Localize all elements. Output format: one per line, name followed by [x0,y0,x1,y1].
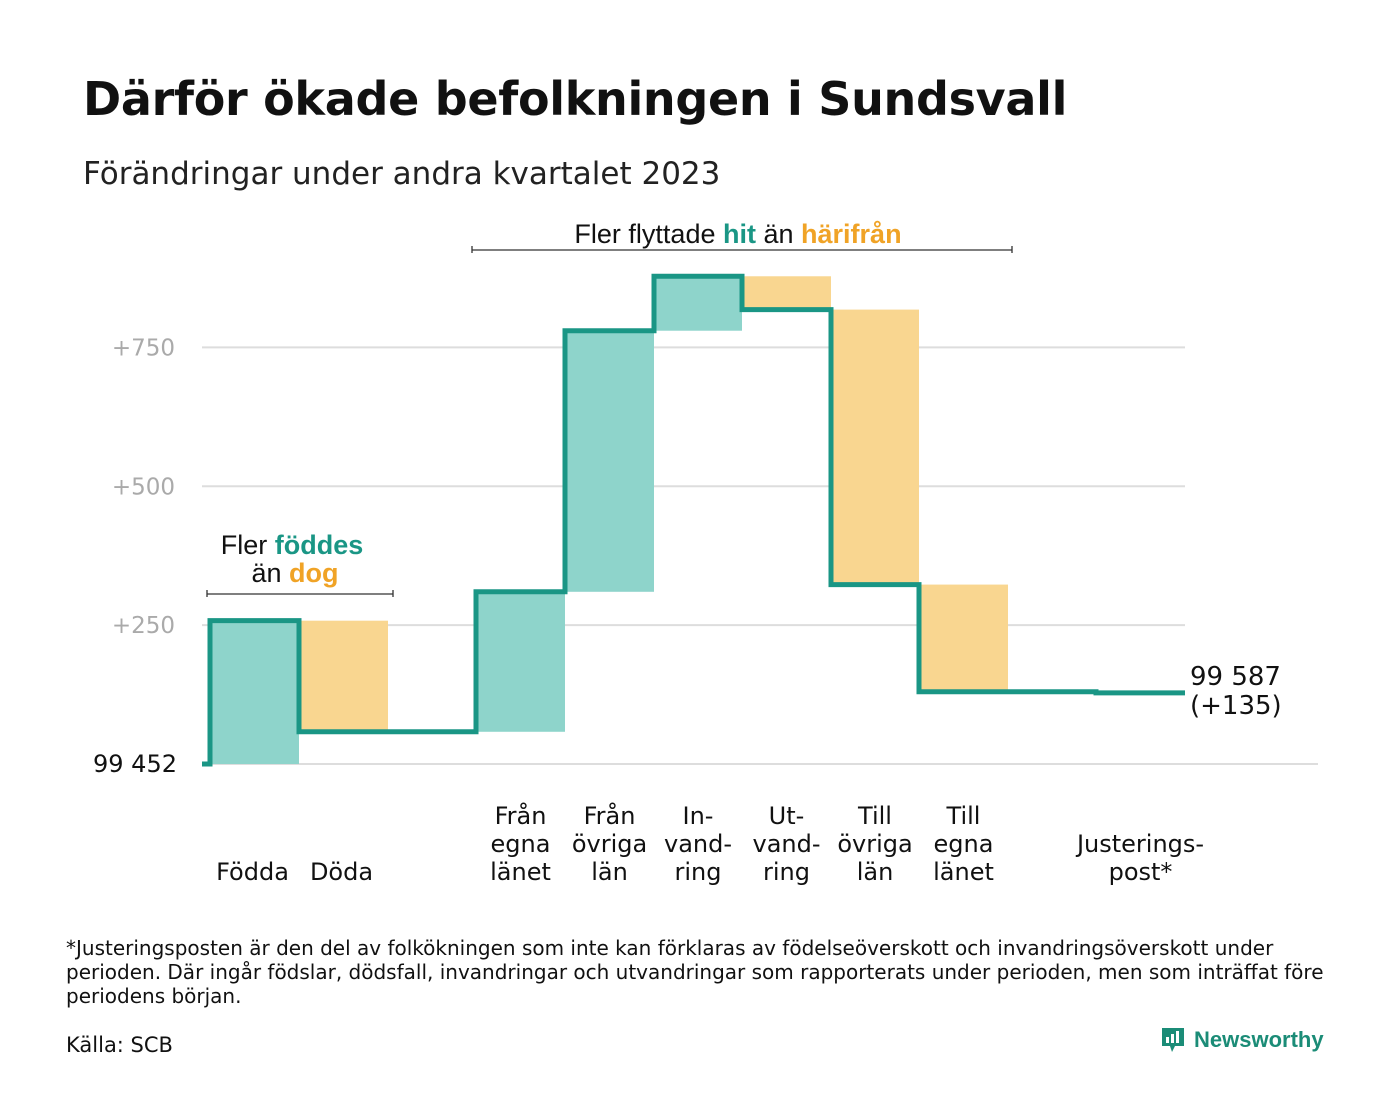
category-label-justering: post* [1109,858,1173,886]
newsworthy-logo-icon [1162,1028,1184,1052]
annotation-text-part: härifrån [801,219,902,249]
y-tick-label: +500 [112,474,175,500]
source-note: Källa: SCB [66,1033,173,1057]
category-label-fran_egna: länet [490,858,551,886]
waterfall-bar-fran_ovriga [565,330,654,592]
grid-layer [202,346,1318,765]
annotation-text-part: än [251,558,289,588]
category-label-fran_ovriga: län [591,858,628,886]
category-label-doda: Döda [310,858,373,886]
chart-title: Därför ökade befolkningen i Sundsvall [83,72,1068,126]
waterfall-bar-fodda [210,620,299,764]
category-label-invandring: In- [683,802,714,830]
annotation-text-part: än [756,219,801,249]
annotation-text-part: Fler flyttade [574,219,723,249]
step-line-layer [202,273,1185,767]
waterfall-bar-till_egna [919,584,1008,692]
category-label-fran_ovriga: övriga [572,830,647,858]
category-label-fran_egna: egna [491,830,551,858]
category-label-till_ovriga: Till [857,802,892,830]
brand-name: Newsworthy [1194,1027,1324,1052]
annotation-migration-bracket [471,246,1013,253]
category-label-utvandring: vand- [752,830,820,858]
waterfall-bar-fran_egna [476,591,565,732]
category-label-utvandring: ring [763,858,810,886]
category-label-justering: Justerings- [1075,830,1204,858]
end-value-label: 99 587 [1190,662,1281,692]
category-label-fran_egna: Från [495,801,547,830]
annotation-text-part: hit [723,219,756,249]
annotation-text-part: dog [289,558,338,588]
waterfall-bar-utvandring [742,276,831,310]
category-label-till_ovriga: län [857,858,894,886]
category-label-till_egna: Till [946,802,981,830]
y-tick-label: +250 [112,613,175,639]
annotation-birth-line1: Fler föddes [221,530,364,560]
category-label-till_egna: länet [933,858,994,886]
waterfall-bar-invandring [654,276,742,331]
category-label-till_ovriga: övriga [837,830,912,858]
end-change-label: (+135) [1190,691,1282,721]
category-label-invandring: ring [675,858,722,886]
annotation-birth-line2: än dog [251,558,338,588]
annotation-text-part: Fler [221,530,275,560]
category-label-fodda: Födda [216,858,289,886]
bars-layer [210,276,1008,764]
y-tick-label: +750 [112,335,175,361]
annotation-migration: Fler flyttade hit än härifrån [574,219,901,249]
annotation-text-part: föddes [275,530,364,560]
waterfall-bar-doda [299,620,388,732]
category-label-utvandring: Ut- [769,802,805,830]
waterfall-bar-till_ovriga [831,309,919,585]
cumulative-step-line [202,273,1185,767]
category-label-fran_ovriga: Från [584,801,636,830]
start-value-label: 99 452 [93,750,177,778]
annotation-birth-bracket [206,590,394,597]
footnote: *Justeringsposten är den del av folkökni… [66,936,1324,1008]
category-label-invandring: vand- [664,830,732,858]
category-label-till_egna: egna [934,830,994,858]
brand-logo: Newsworthy [1160,1026,1324,1054]
chart-subtitle: Förändringar under andra kvartalet 2023 [83,156,721,192]
